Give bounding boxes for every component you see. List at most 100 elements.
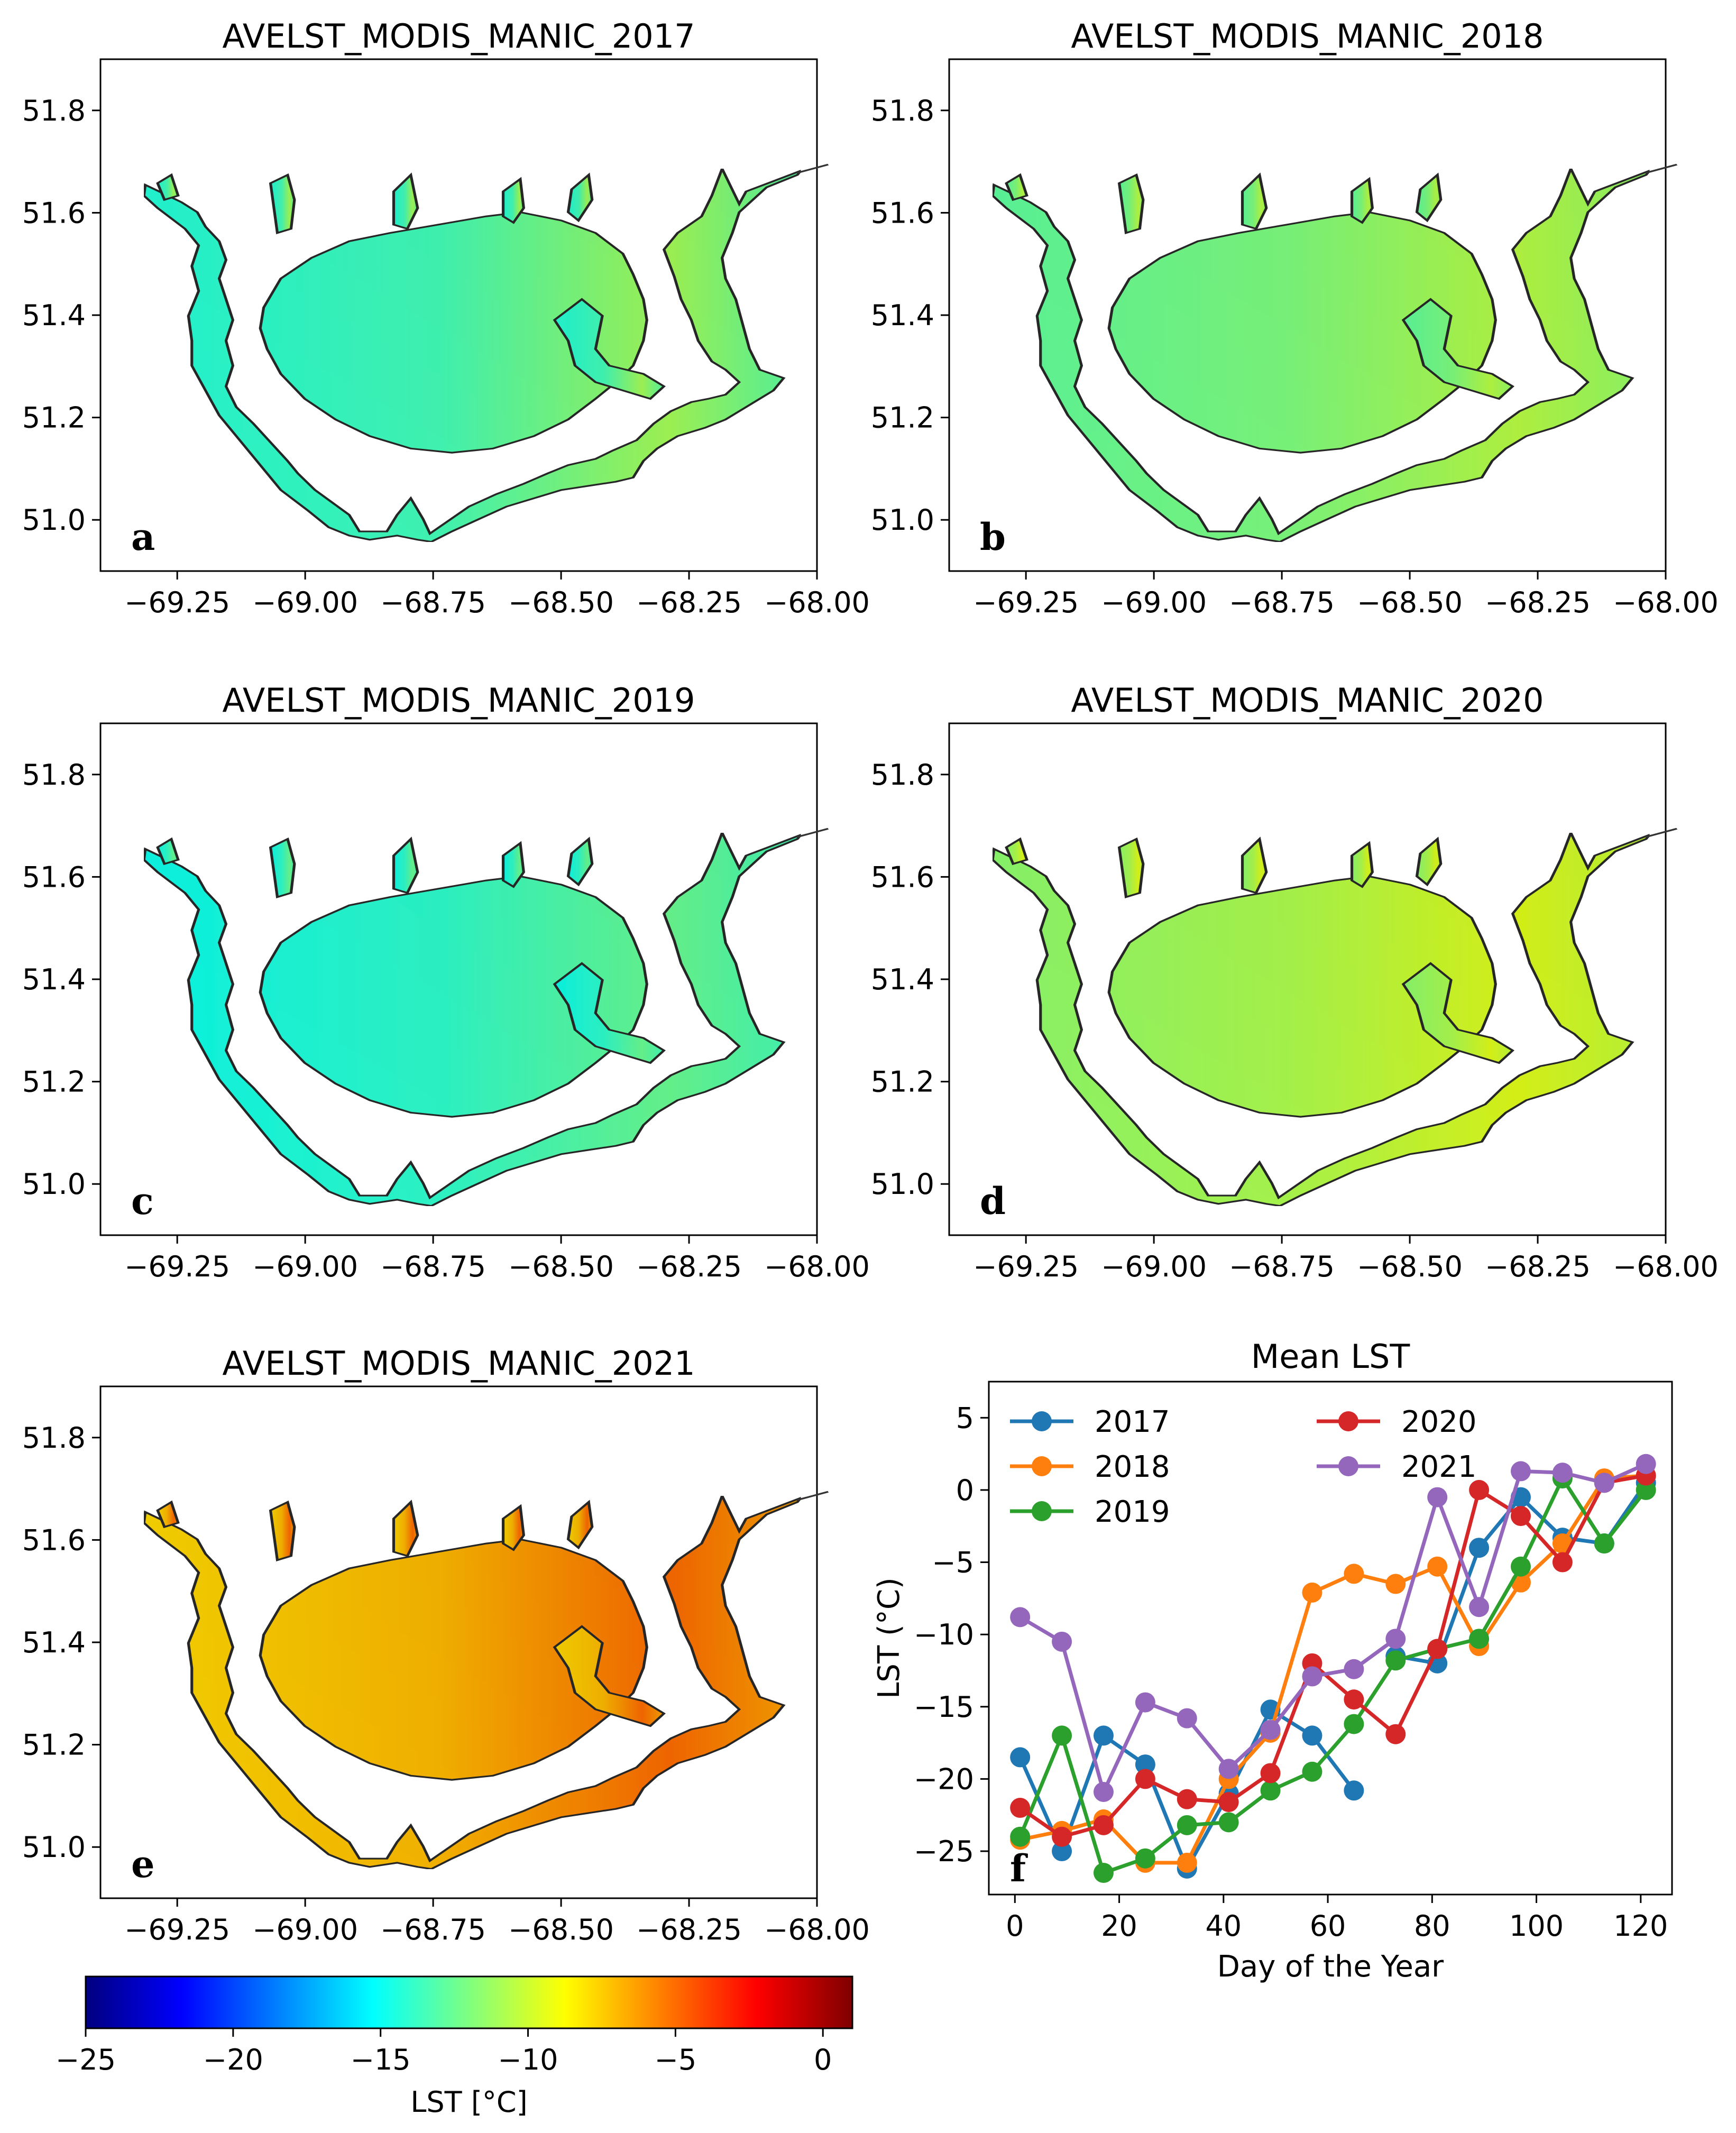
map-xtick-label: −68.25 xyxy=(636,1913,742,1946)
map-ytick-label: 51.0 xyxy=(871,1167,934,1201)
data-point xyxy=(1385,1650,1406,1671)
legend-swatch-marker xyxy=(1338,1456,1358,1476)
map-xtick-label: −68.00 xyxy=(764,586,870,619)
data-point xyxy=(1344,1659,1364,1679)
lake-lst-map xyxy=(993,164,1677,542)
chart-ytick-label: −10 xyxy=(914,1618,974,1651)
data-point xyxy=(1052,1826,1072,1847)
colorbar-tick-label: 0 xyxy=(814,2043,832,2076)
data-point xyxy=(1344,1689,1364,1710)
map-xtick-label: −68.00 xyxy=(1613,586,1719,619)
map-xtick-label: −69.25 xyxy=(973,586,1079,619)
series-2020 xyxy=(1010,1465,1656,1847)
chart-axes-frame xyxy=(988,1381,1673,1896)
data-point xyxy=(1302,1761,1322,1782)
map-ytick-label: 51.2 xyxy=(22,401,86,435)
data-point xyxy=(1093,1782,1114,1802)
map-title: AVELST_MODIS_MANIC_2017 xyxy=(222,17,695,56)
series-line xyxy=(1019,1474,1647,1839)
data-point xyxy=(1510,1556,1531,1577)
map-panel-b: AVELST_MODIS_MANIC_2018 −69.25 −69.00 −68.7… xyxy=(871,17,1719,619)
legend-label: 2017 xyxy=(1095,1405,1170,1439)
map-panel-e: AVELST_MODIS_MANIC_2021 −69.25 −69.00 −68.7… xyxy=(22,1344,870,1946)
colorbar-tick-label: −25 xyxy=(56,2043,116,2076)
map-xtick-label: −69.25 xyxy=(124,586,230,619)
data-point xyxy=(1552,1552,1573,1573)
data-point xyxy=(1302,1725,1322,1746)
map-xtick-label: −68.50 xyxy=(508,586,614,619)
map-xtick-label: −68.75 xyxy=(380,586,486,619)
data-point xyxy=(1093,1725,1114,1746)
data-point xyxy=(1052,1725,1072,1746)
line-chart: Mean LST 0 20 40 60 80 100 120 −25 −20 −15 −10 −5 0 5 D… xyxy=(872,1337,1673,1984)
data-point xyxy=(1469,1597,1490,1617)
data-point xyxy=(1177,1852,1197,1873)
map-panel-c: AVELST_MODIS_MANIC_2019 −69.25 −69.00 −68.7… xyxy=(22,681,870,1283)
data-point xyxy=(1344,1564,1364,1584)
data-point xyxy=(1469,1538,1490,1558)
series-2019 xyxy=(1010,1468,1656,1883)
data-point xyxy=(1427,1556,1448,1577)
chart-ylabel: LST (°C) xyxy=(872,1577,906,1699)
data-point xyxy=(1260,1720,1281,1740)
series-line xyxy=(1018,1476,1648,1875)
series-line xyxy=(1019,1474,1646,1865)
map-ytick-label: 51.0 xyxy=(22,503,86,537)
panel-letter: d xyxy=(980,1179,1006,1223)
map-panel-d: AVELST_MODIS_MANIC_2020 −69.25 −69.00 −68.7… xyxy=(871,681,1719,1283)
legend-label: 2018 xyxy=(1095,1450,1170,1484)
chart-title: Mean LST xyxy=(1251,1337,1411,1376)
data-point xyxy=(1052,1631,1072,1652)
map-xtick-label: −68.50 xyxy=(1357,1250,1463,1283)
map-xtick-label: −68.00 xyxy=(764,1913,870,1946)
map-ytick-label: 51.8 xyxy=(871,758,934,792)
legend-label: 2019 xyxy=(1095,1495,1170,1529)
legend-swatch-marker xyxy=(1338,1411,1358,1431)
map-title: AVELST_MODIS_MANIC_2020 xyxy=(1071,681,1544,720)
map-ytick-label: 51.2 xyxy=(871,401,934,435)
chart-ytick-label: −20 xyxy=(914,1762,974,1796)
lake-lst-map xyxy=(144,829,828,1206)
map-xtick-label: −68.50 xyxy=(508,1250,614,1283)
data-point xyxy=(1552,1463,1573,1483)
colorbar-tick-label: −20 xyxy=(203,2043,263,2076)
chart-ytick-label: −15 xyxy=(914,1690,974,1724)
data-point xyxy=(1302,1666,1322,1687)
data-point xyxy=(1427,1487,1448,1507)
legend-label: 2021 xyxy=(1401,1450,1477,1484)
map-xtick-label: −68.00 xyxy=(764,1250,870,1283)
chart-ytick-label: 0 xyxy=(956,1474,974,1507)
chart-ytick-label: −25 xyxy=(914,1835,974,1868)
map-xtick-label: −69.00 xyxy=(252,1913,358,1946)
map-ytick-label: 51.4 xyxy=(22,1626,86,1659)
data-point xyxy=(1093,1815,1114,1835)
data-point xyxy=(1135,1754,1155,1775)
data-point xyxy=(1636,1479,1656,1500)
colorbar-gradient xyxy=(85,1975,853,2029)
map-ytick-label: 51.4 xyxy=(871,963,934,996)
map-ytick-label: 51.8 xyxy=(22,758,86,792)
map-ytick-label: 51.2 xyxy=(22,1065,86,1099)
data-point xyxy=(1218,1759,1239,1779)
chart-xtick-label: 60 xyxy=(1310,1909,1346,1943)
colorbar-tick-label: −10 xyxy=(498,2043,558,2076)
legend-swatch-marker xyxy=(1032,1501,1052,1521)
data-point xyxy=(1385,1724,1406,1744)
map-ytick-label: 51.0 xyxy=(22,1167,86,1201)
colorbar-tick-label: −15 xyxy=(351,2043,411,2076)
data-point xyxy=(1594,1533,1614,1554)
legend-label: 2020 xyxy=(1401,1405,1477,1439)
map-xtick-label: −68.25 xyxy=(636,1250,742,1283)
map-ytick-label: 51.2 xyxy=(22,1729,86,1762)
data-point xyxy=(1093,1863,1114,1883)
map-ytick-label: 51.4 xyxy=(22,299,86,332)
chart-ytick-label: 5 xyxy=(956,1401,974,1435)
map-xtick-label: −68.75 xyxy=(380,1250,486,1283)
series-2021 xyxy=(1010,1454,1656,1802)
map-xtick-label: −68.75 xyxy=(380,1913,486,1946)
chart-ytick-label: −5 xyxy=(932,1546,974,1579)
chart-legend: 2017 2018 2019 2020 2021 xyxy=(1010,1405,1477,1529)
data-point xyxy=(1344,1780,1364,1801)
data-point xyxy=(1135,1769,1155,1789)
map-ytick-label: 51.0 xyxy=(871,503,934,537)
